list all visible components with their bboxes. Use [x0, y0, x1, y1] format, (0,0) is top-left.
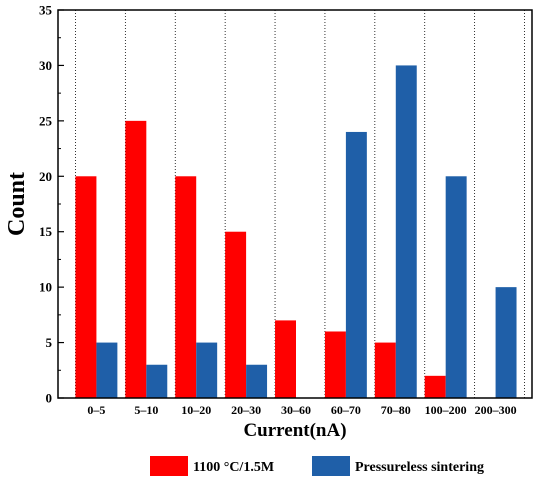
bar-series-2-1: [96, 342, 118, 398]
y-tick-label: 0: [46, 391, 53, 406]
x-tick-label: 70–80: [381, 403, 411, 417]
bar-series-2-3: [196, 342, 218, 398]
y-tick-label: 20: [39, 169, 52, 184]
y-tick-label: 25: [39, 113, 53, 128]
bar-series-1-4: [225, 231, 247, 398]
y-axis-title: Count: [4, 172, 30, 236]
x-tick-label: 60–70: [331, 403, 361, 417]
bar-series-1-8: [424, 375, 446, 398]
legend-swatch-1: [150, 456, 188, 476]
legend-label-2: Pressureless sintering: [355, 460, 484, 475]
x-tick-label: 0–5: [87, 403, 105, 417]
bar-series-1-2: [125, 120, 147, 398]
bar-series-2-4: [246, 364, 268, 398]
x-tick-label: 200–300: [475, 403, 517, 417]
bar-series-1-1: [75, 176, 97, 398]
bar-series-2-2: [146, 364, 168, 398]
bar-series-1-6: [324, 331, 346, 398]
x-axis-ticks: 0–5 5–10 10–20 20–30 30–60 60–70 70–80 100–200 2…: [87, 403, 516, 417]
x-tick-label: 100–200: [425, 403, 467, 417]
y-tick-label: 30: [39, 58, 52, 73]
y-tick-label: 15: [39, 224, 53, 239]
bars-layer: [75, 65, 517, 398]
bar-series-1-5: [275, 320, 296, 398]
bar-series-2-8: [445, 176, 467, 398]
y-tick-label: 5: [46, 335, 53, 350]
x-tick-label: 10–20: [181, 403, 211, 417]
legend-label-1: 1100 °C/1.5M: [193, 460, 274, 475]
x-axis-title: Current(nA): [243, 420, 346, 441]
y-axis-ticks: 0 5 10 15 20 25 30 35: [39, 3, 64, 406]
bar-series-1-3: [175, 176, 197, 398]
bar-series-2-6: [345, 131, 367, 398]
y-tick-label: 35: [39, 3, 53, 18]
legend: 1100 °C/1.5M Pressureless sintering: [150, 456, 484, 476]
bar-series-2-9: [495, 287, 517, 398]
legend-swatch-2: [312, 456, 350, 476]
x-tick-label: 20–30: [231, 403, 261, 417]
bar-series-1-7: [374, 342, 396, 398]
bar-series-2-7: [395, 65, 417, 398]
y-tick-label: 10: [39, 280, 52, 295]
x-tick-label: 30–60: [281, 403, 311, 417]
x-tick-label: 5–10: [134, 403, 158, 417]
